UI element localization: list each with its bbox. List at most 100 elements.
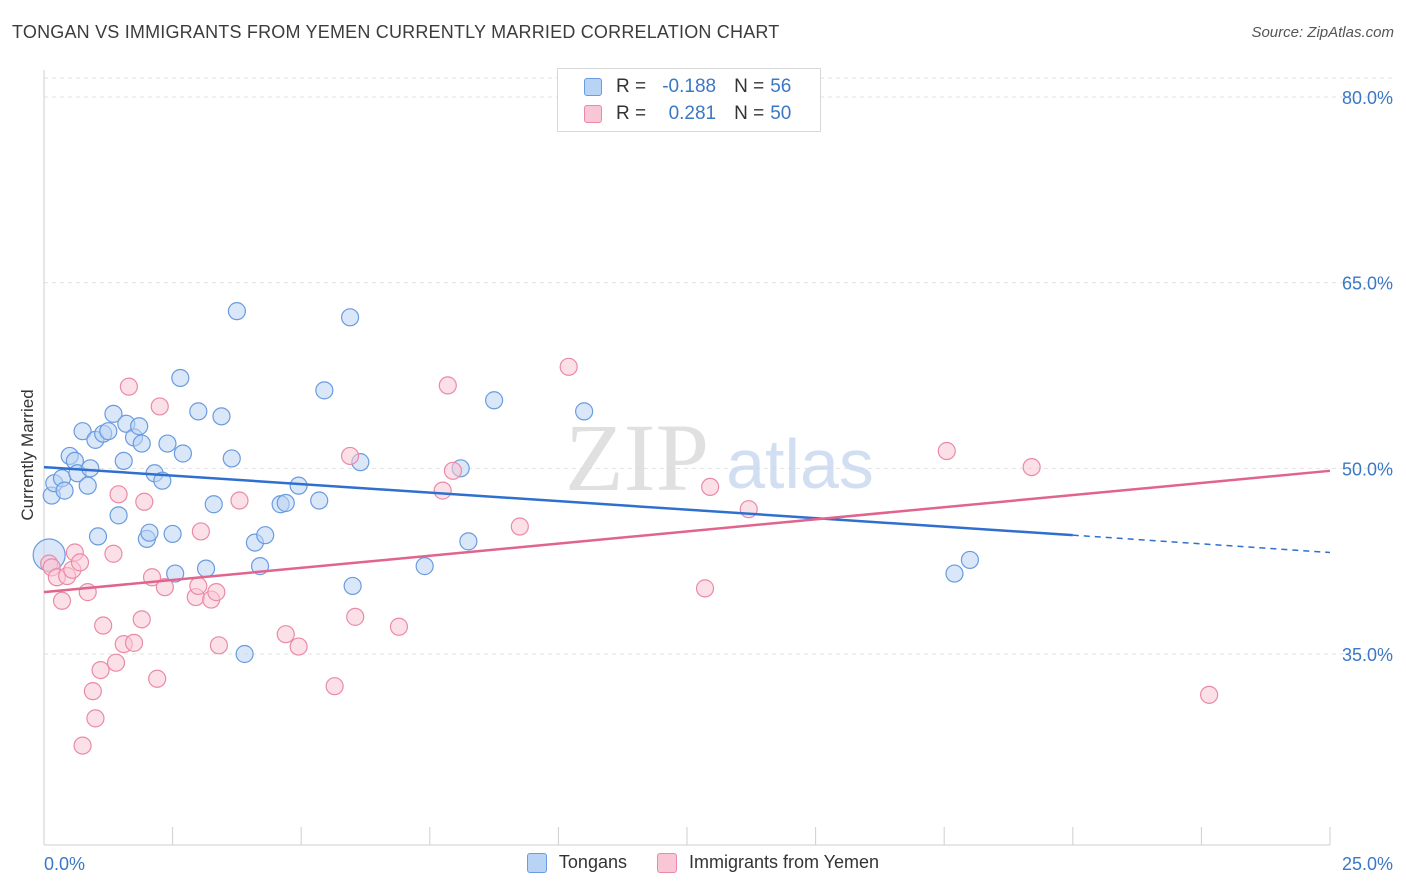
tongans-point	[196, 559, 216, 578]
tongans-point	[81, 459, 100, 478]
yemen-swatch	[584, 105, 602, 123]
yemen-point	[389, 617, 409, 636]
yemen-point	[1200, 685, 1219, 704]
x-tick-label: 25.0%	[1342, 854, 1393, 874]
tongans-trendline	[43, 465, 1073, 537]
tongans-point	[227, 302, 246, 321]
tongans-point	[55, 481, 74, 500]
watermark-zip: ZIP	[565, 404, 709, 511]
tongans-point	[459, 532, 478, 551]
legend-item-yemen: Immigrants from Yemen	[656, 852, 880, 873]
tongans-trendline-extension	[1072, 534, 1331, 554]
stats-legend-row-yemen: R = 0.281 N = 50	[584, 102, 791, 126]
tongans-point	[415, 557, 434, 576]
tongans-point	[212, 407, 231, 426]
series-layer	[32, 302, 1219, 755]
yemen-point	[78, 583, 97, 602]
tongans-point	[158, 434, 177, 453]
n-value: 50	[770, 103, 792, 124]
yemen-trendline	[43, 469, 1331, 594]
yemen-point	[207, 583, 226, 602]
tongans-point	[222, 449, 241, 468]
legend-item-tongans: Tongans	[526, 852, 627, 873]
tongans-point	[276, 493, 295, 513]
tongans-point	[340, 308, 360, 327]
tongans-point	[171, 368, 190, 388]
yemen-point	[52, 591, 72, 610]
yemen-point	[438, 376, 457, 395]
tongans-point	[204, 495, 223, 514]
tongans-point	[163, 524, 182, 544]
yemen-point	[104, 544, 123, 563]
tongans-point	[132, 434, 151, 453]
yemen-point	[230, 491, 249, 510]
source-credit: Source: ZipAtlas.com	[1251, 24, 1394, 41]
yemen-point	[70, 553, 90, 572]
chart-title: TONGAN VS IMMIGRANTS FROM YEMEN CURRENTL…	[12, 22, 780, 42]
n-value: 56	[770, 76, 792, 97]
tongans-point	[310, 491, 329, 510]
tongans-point	[289, 476, 308, 495]
yemen-point	[106, 653, 126, 672]
yemen-point	[289, 637, 308, 656]
yemen-point	[86, 709, 105, 728]
axes	[43, 70, 1331, 846]
tongans-point	[575, 402, 594, 421]
tongans-point	[189, 402, 208, 421]
yemen-point	[189, 576, 208, 596]
stats-legend-row-tongans: R = -0.188 N = 56	[584, 75, 791, 99]
trend-layer	[43, 465, 1331, 594]
yemen-point	[83, 682, 102, 701]
n-label: N =	[734, 76, 765, 97]
r-label: R =	[616, 76, 647, 97]
tongans-point	[99, 422, 118, 441]
yemen-point	[135, 492, 154, 511]
grid-lines	[44, 77, 1392, 655]
y-axis-label: Currently Married	[18, 389, 37, 521]
tongans-point	[315, 381, 334, 400]
tongans-point	[945, 564, 964, 583]
yemen-point	[510, 517, 529, 536]
yemen-points	[40, 357, 1219, 755]
tongans-point	[235, 644, 254, 664]
r-value: 0.281	[668, 103, 717, 124]
tongans-legend-swatch	[526, 852, 547, 873]
stats-legend: R = -0.188 N = 56 R = 0.281 N = 50	[557, 68, 821, 132]
yemen-point	[119, 377, 138, 396]
tick-labels: 80.0% 65.0% 50.0% 35.0% 0.0% 25.0%	[44, 88, 1393, 874]
tongans-point	[88, 527, 108, 546]
yemen-point	[132, 610, 151, 629]
tongans-point	[153, 471, 172, 490]
tongans-swatch	[584, 78, 602, 96]
yemen-point	[1022, 457, 1041, 477]
yemen-point	[155, 578, 174, 597]
tongans-point	[485, 391, 504, 410]
r-label: R =	[616, 103, 647, 124]
tongans-point	[343, 576, 362, 596]
yemen-point	[124, 633, 144, 652]
tongans-point	[109, 506, 128, 525]
tongans-point	[73, 422, 92, 441]
tongans-point	[78, 476, 97, 495]
n-label: N =	[734, 103, 765, 124]
yemen-point	[443, 461, 463, 480]
yemen-point	[91, 660, 110, 680]
tongans-point	[256, 526, 275, 545]
legend-label: Tongans	[558, 852, 627, 872]
r-value: -0.188	[662, 76, 717, 97]
yemen-point	[209, 636, 228, 655]
tongans-point	[173, 444, 192, 463]
yemen-point	[325, 677, 344, 696]
series-legend: Tongans Immigrants from Yemen	[0, 852, 1406, 873]
y-tick-label: 80.0%	[1342, 88, 1393, 108]
watermark-atlas: atlas	[726, 425, 874, 503]
yemen-point	[433, 481, 452, 500]
yemen-point	[340, 446, 360, 466]
tongans-point	[140, 523, 159, 542]
x-tick-label: 0.0%	[44, 854, 85, 874]
tongans-point	[104, 404, 123, 423]
legend-label: Immigrants from Yemen	[688, 852, 880, 872]
y-tick-label: 65.0%	[1342, 274, 1393, 294]
yemen-point	[94, 616, 113, 635]
